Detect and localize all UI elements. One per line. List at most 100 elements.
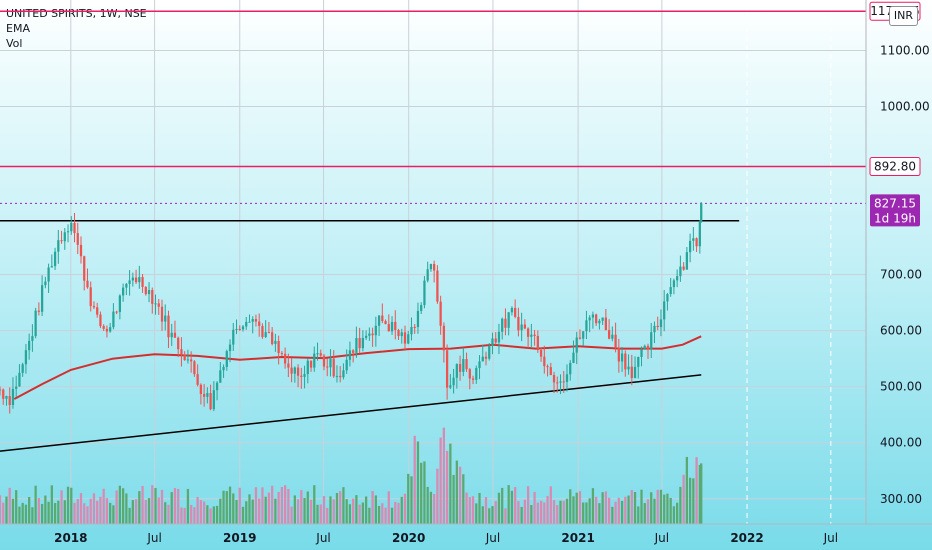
volume-bar	[543, 502, 546, 524]
candle-body	[526, 328, 530, 337]
volume-bar	[5, 496, 8, 524]
candle-body	[656, 325, 659, 328]
candle-body	[598, 320, 601, 324]
candle-body	[258, 321, 261, 326]
volume-bar	[238, 487, 241, 524]
volume-bar	[630, 490, 633, 524]
candle-body	[637, 357, 640, 367]
candle-body	[2, 389, 5, 399]
candle-body	[92, 306, 96, 308]
candle-body	[611, 334, 614, 339]
candle-body	[196, 374, 199, 385]
candle-body	[134, 277, 138, 283]
candle-body	[620, 353, 624, 362]
volume-bar	[118, 485, 122, 524]
volume-bars	[0, 427, 703, 524]
volume-bar	[261, 487, 264, 524]
volume-bar	[319, 504, 322, 524]
candle-body	[339, 375, 342, 378]
volume-bar	[202, 501, 206, 524]
candle-body	[306, 360, 309, 375]
candle-body	[15, 386, 18, 389]
legend-ema[interactable]: EMA	[6, 22, 30, 35]
volume-bar	[167, 504, 170, 524]
legend-vol[interactable]: Vol	[6, 37, 23, 50]
volume-bar	[50, 485, 53, 524]
volume-bar	[462, 474, 465, 524]
volume-bar	[688, 477, 692, 524]
volume-bar	[245, 501, 248, 524]
volume-bar	[381, 503, 384, 524]
candle-body	[322, 355, 326, 367]
volume-bar	[2, 502, 5, 524]
candle-body	[183, 354, 186, 361]
candle-body	[167, 315, 170, 338]
candle-body	[663, 301, 666, 320]
volume-bar	[134, 499, 138, 524]
volume-bar	[258, 498, 261, 524]
candle-body	[89, 287, 92, 307]
volume-bar	[617, 497, 620, 524]
candle-body	[232, 329, 235, 345]
volume-bar	[536, 502, 539, 524]
volume-bar	[89, 498, 92, 524]
x-tick-label: Jul	[146, 531, 161, 545]
candle-body	[536, 336, 539, 351]
candle-body	[235, 328, 238, 330]
ema-line	[13, 335, 702, 400]
volume-bar	[183, 507, 186, 524]
candle-body	[44, 281, 47, 286]
candle-body	[445, 350, 449, 388]
candle-body	[219, 370, 222, 383]
candle-body	[177, 337, 180, 350]
volume-bar	[449, 443, 452, 524]
volume-bar	[633, 492, 637, 524]
candle-body	[125, 283, 128, 288]
volume-bar	[209, 508, 212, 524]
volume-bar	[646, 499, 650, 524]
legend-symbol[interactable]: UNITED SPIRITS, 1W, NSE	[6, 7, 147, 20]
volume-bar	[685, 456, 689, 524]
volume-bar	[526, 486, 530, 524]
candle-body	[614, 334, 617, 348]
volume-bar	[607, 497, 611, 524]
volume-bar	[692, 478, 695, 524]
volume-bar	[468, 497, 471, 524]
candle-body	[202, 394, 206, 397]
candle-body	[439, 301, 442, 326]
volume-bar	[549, 486, 552, 524]
volume-bar	[287, 488, 290, 524]
candle-body	[679, 266, 682, 277]
candle-body	[267, 332, 271, 334]
volume-bar	[164, 502, 167, 524]
volume-bar	[439, 437, 442, 524]
candle-body	[556, 382, 559, 384]
candle-body	[245, 321, 248, 327]
candle-body	[31, 336, 34, 341]
volume-bar	[510, 490, 514, 524]
candle-body	[549, 367, 552, 376]
price-axis[interactable]: 1100.00 1000.00 700.00 600.00 500.00 400.00 30…	[865, 0, 930, 524]
volume-bar	[66, 486, 70, 524]
candle-body	[478, 361, 481, 369]
volume-bar	[99, 496, 102, 524]
candle-body	[676, 276, 679, 281]
volume-bar	[348, 504, 352, 524]
volume-bar	[533, 491, 536, 524]
volume-bar	[254, 487, 258, 524]
candle-body	[329, 358, 332, 368]
time-axis[interactable]: 2018 Jul 2019 Jul 2020 Jul 2021 Jul 2022 Jul	[0, 523, 932, 545]
candle-body	[313, 353, 316, 368]
volume-bar	[79, 493, 83, 524]
candle-body	[212, 390, 215, 410]
candle-body	[520, 324, 523, 331]
volume-bar	[53, 502, 57, 524]
volume-bar	[322, 496, 326, 524]
volume-bar	[271, 485, 274, 524]
candle-body	[514, 307, 517, 317]
volume-bar	[488, 508, 491, 524]
currency-button[interactable]: INR	[888, 6, 918, 26]
volume-bar	[650, 492, 653, 524]
volume-bar	[112, 505, 115, 524]
